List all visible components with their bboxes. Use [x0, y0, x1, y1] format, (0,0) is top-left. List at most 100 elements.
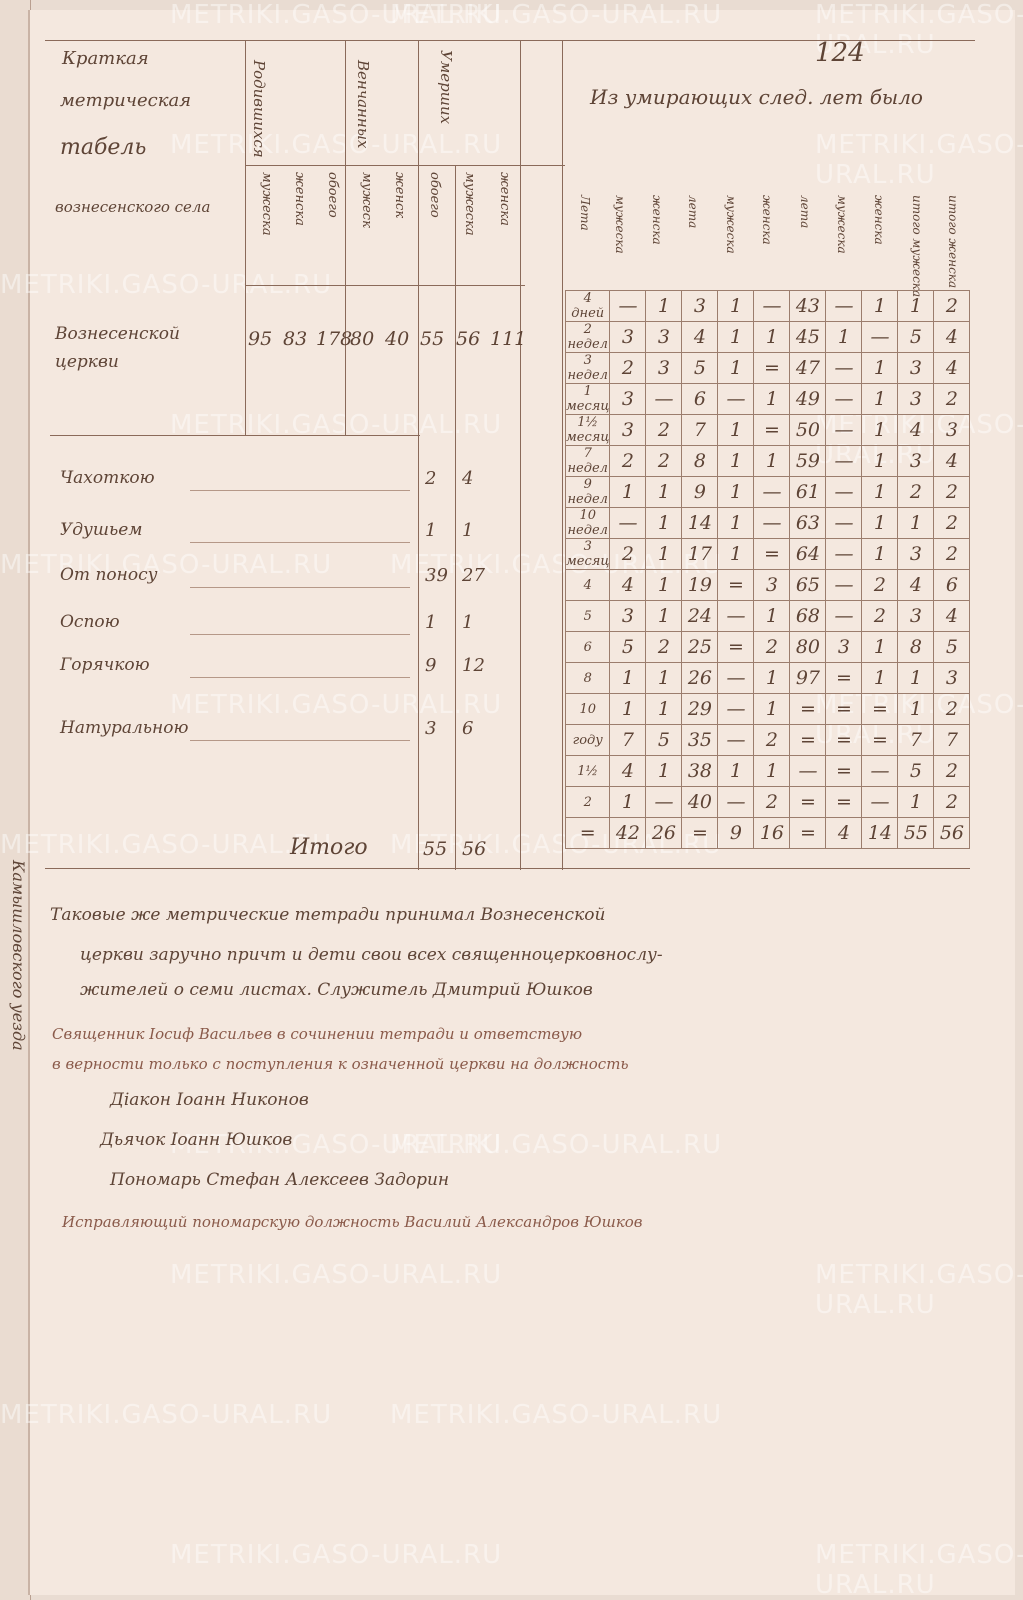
sub-header: женск	[392, 172, 407, 219]
table-cell: 2	[933, 383, 971, 415]
table-cell: 1	[825, 321, 863, 353]
table-cell: 1	[717, 321, 755, 353]
table-cell: 45	[789, 321, 827, 353]
table-cell: 1	[609, 662, 647, 694]
table-cell: 1	[861, 445, 899, 477]
table-cell: —	[609, 507, 647, 539]
table-cell: 1	[645, 755, 683, 787]
table-cell: 1	[609, 693, 647, 725]
table-cell: 3	[609, 414, 647, 446]
table-cell: —	[825, 600, 863, 632]
table-cell: 1	[717, 538, 755, 570]
table-cell: 1	[609, 786, 647, 818]
cause-male: 9	[425, 655, 437, 676]
table-cell: 3	[897, 383, 935, 415]
note-line: Пономарь Стефан Алексеев Задорин	[110, 1170, 450, 1190]
right-sub-header: мужеска	[835, 195, 849, 254]
total-cell: 4	[825, 817, 863, 849]
table-cell: —	[825, 569, 863, 601]
table-cell: 2	[933, 476, 971, 508]
table-cell: 19	[681, 569, 719, 601]
right-sub-header: женска	[760, 195, 774, 245]
note-line: Дьячок Іоанн Юшков	[100, 1130, 293, 1150]
table-cell: 47	[789, 352, 827, 384]
table-cell: =	[717, 569, 755, 601]
table-cell: 49	[789, 383, 827, 415]
table-cell: 1	[897, 693, 935, 725]
table-cell: 2	[753, 724, 791, 756]
header-right-title: Из умирающих след. лет было	[590, 85, 923, 109]
note-line: церкви заручно причт и дети свои всех св…	[80, 945, 663, 965]
total-cell: 16	[753, 817, 791, 849]
table-cell: =	[753, 538, 791, 570]
table-cell: 38	[681, 755, 719, 787]
divider	[45, 868, 970, 869]
note-line: Діакон Іоанн Никонов	[110, 1090, 309, 1110]
table-cell: 1	[645, 693, 683, 725]
table-cell: 1	[645, 538, 683, 570]
cause-female: 1	[462, 520, 474, 541]
table-cell: 1	[753, 693, 791, 725]
table-cell: =	[825, 662, 863, 694]
table-cell: 68	[789, 600, 827, 632]
margin-note: Камышловского уезда	[9, 860, 28, 1051]
table-cell: —	[717, 724, 755, 756]
total-cell: 56	[933, 817, 971, 849]
table-cell: —	[825, 445, 863, 477]
header-births: Родившихся	[250, 60, 268, 158]
table-cell: 2	[933, 507, 971, 539]
watermark: METRIKI.GASO-URAL.RU	[170, 690, 503, 720]
cause-label: Оспою	[60, 612, 120, 632]
table-cell: 1	[753, 321, 791, 353]
leader-line	[190, 677, 410, 678]
table-cell: —	[645, 383, 683, 415]
note-line: в верности только с поступления к означе…	[52, 1055, 629, 1073]
table-cell: 9 недел	[564, 476, 611, 508]
note-line: Исправляющий пономарскую должность Васил…	[62, 1213, 643, 1231]
table-cell: 4	[897, 569, 935, 601]
table-row: 7 недел 2 2 8 1 1 59—1 3 4	[564, 445, 971, 477]
total-cell: =	[681, 817, 719, 849]
table-row: 4 4 1 19 = 3 65—2 4 6	[564, 569, 971, 601]
note-line: Священник Іосиф Васильев в сочинении тет…	[52, 1025, 583, 1043]
table-cell: =	[861, 724, 899, 756]
table-cell: 1	[861, 476, 899, 508]
table-cell: 3	[933, 662, 971, 694]
table-cell: 4	[609, 569, 647, 601]
cause-label: Горячкою	[60, 655, 150, 675]
table-cell: 40	[681, 786, 719, 818]
watermark: METRIKI.GASO-URAL.RU	[815, 130, 1023, 190]
table-cell: 1	[861, 352, 899, 384]
table-cell: 1	[861, 507, 899, 539]
cause-male: 1	[425, 520, 437, 541]
title-line: вознесенского села	[55, 198, 211, 216]
book-binding	[0, 0, 31, 1600]
table-cell: —	[861, 755, 899, 787]
cause-male: 39	[425, 565, 448, 586]
table-cell: —	[825, 290, 863, 322]
table-cell: 8	[681, 445, 719, 477]
leader-line	[190, 542, 410, 543]
table-cell: 29	[681, 693, 719, 725]
table-cell: 5	[609, 631, 647, 663]
table-cell: 3 месяц	[564, 538, 611, 570]
table-cell: 1	[897, 290, 935, 322]
table-cell: 3	[897, 538, 935, 570]
cause-label: Удушьем	[60, 520, 143, 540]
leader-line	[190, 740, 410, 741]
cause-female: 6	[462, 718, 474, 739]
table-cell: 2	[609, 538, 647, 570]
table-cell: =	[789, 724, 827, 756]
table-cell: 2 недел	[564, 321, 611, 353]
table-cell: =	[717, 631, 755, 663]
table-cell: 1	[645, 476, 683, 508]
title-line: Краткая	[62, 48, 149, 69]
divider	[455, 165, 456, 870]
table-cell: 1	[861, 383, 899, 415]
table-cell: 3	[897, 445, 935, 477]
table-cell: 2	[933, 755, 971, 787]
table-cell: 1	[717, 414, 755, 446]
table-cell: —	[717, 600, 755, 632]
table-cell: 2	[861, 600, 899, 632]
divider	[245, 285, 525, 286]
